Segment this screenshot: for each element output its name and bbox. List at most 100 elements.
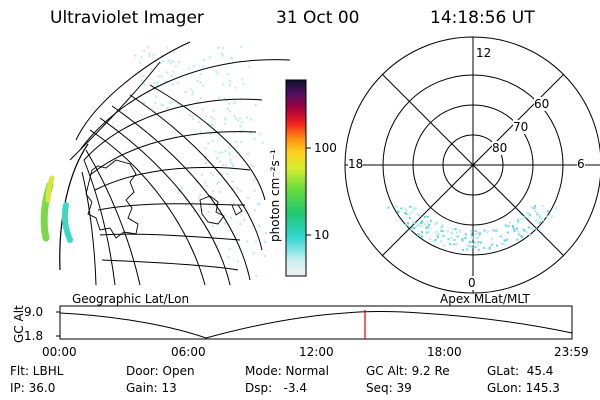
noise-speck xyxy=(218,152,221,155)
polar-speck xyxy=(426,216,429,218)
polar-speck xyxy=(446,230,449,233)
noise-speck xyxy=(167,59,170,62)
noise-speck xyxy=(224,118,227,121)
polar-speck xyxy=(539,215,542,218)
noise-speck xyxy=(227,229,230,232)
polar-speck xyxy=(474,232,477,235)
polar-speck xyxy=(407,224,409,227)
noise-speck xyxy=(246,240,249,243)
polar-speck xyxy=(425,227,428,229)
polar-speck xyxy=(495,230,498,232)
noise-speck xyxy=(160,75,163,78)
polar-speck xyxy=(476,237,479,239)
polar-speck xyxy=(408,213,411,216)
noise-speck xyxy=(198,121,201,123)
info-glon: GLon: 145.3 xyxy=(487,381,560,395)
polar-speck xyxy=(450,237,453,240)
polar-speck xyxy=(547,210,549,213)
noise-speck xyxy=(157,75,160,78)
noise-speck xyxy=(148,54,151,57)
noise-speck xyxy=(172,70,175,73)
polar-speck xyxy=(465,233,467,236)
info-ip: IP: 36.0 xyxy=(10,381,56,395)
noise-speck xyxy=(255,240,258,243)
noise-speck xyxy=(191,90,194,93)
noise-speck xyxy=(226,73,229,76)
noise-speck xyxy=(264,255,267,257)
polar-speck xyxy=(435,237,438,240)
polar-speck xyxy=(459,231,462,234)
noise-speck xyxy=(245,116,248,119)
polar-speck xyxy=(437,235,439,238)
noise-speck xyxy=(261,141,264,144)
noise-speck xyxy=(205,185,208,188)
polar-speck xyxy=(443,244,446,247)
noise-speck xyxy=(179,188,182,191)
noise-speck xyxy=(162,104,165,107)
noise-speck xyxy=(166,71,169,74)
noise-speck xyxy=(254,104,257,106)
noise-speck xyxy=(252,252,255,255)
noise-speck xyxy=(253,137,256,140)
noise-speck xyxy=(212,124,215,127)
noise-speck xyxy=(222,47,225,49)
polar-speck xyxy=(441,224,444,227)
polar-speck xyxy=(469,241,472,244)
polar-speck xyxy=(442,234,445,237)
info-dsp: Dsp: -3.4 xyxy=(245,381,308,395)
polar-speck xyxy=(511,224,514,227)
polar-speck xyxy=(470,245,473,248)
noise-speck xyxy=(205,114,208,117)
noise-speck xyxy=(172,60,175,63)
polar-speck xyxy=(520,236,523,239)
noise-speck xyxy=(216,182,219,185)
polar-speck xyxy=(419,214,422,217)
noise-speck xyxy=(170,100,173,103)
polar-speck xyxy=(517,220,520,223)
noise-speck xyxy=(203,157,206,160)
polar-speck xyxy=(503,239,506,242)
polar-speck xyxy=(495,228,498,231)
polar-speck xyxy=(536,221,539,224)
noise-speck xyxy=(142,83,145,86)
polar-speck xyxy=(413,207,416,210)
noise-speck xyxy=(249,118,252,121)
polar-speck xyxy=(474,230,477,232)
polar-speck xyxy=(456,235,459,238)
noise-speck xyxy=(160,103,163,106)
polar-speck xyxy=(523,229,526,232)
noise-speck xyxy=(239,223,242,226)
polar-speck xyxy=(435,231,438,234)
polar-speck xyxy=(488,246,491,249)
polar-speck xyxy=(549,213,552,216)
polar-speck xyxy=(430,219,433,222)
polar-speck xyxy=(468,245,471,248)
polar-speck xyxy=(528,213,531,216)
noise-speck xyxy=(236,187,239,190)
polar-speck xyxy=(477,241,480,244)
noise-speck xyxy=(209,171,212,174)
altitude-ytick-1-8: 1.8 xyxy=(24,329,44,343)
polar-speck xyxy=(462,248,465,251)
polar-speck xyxy=(512,226,515,229)
noise-speck xyxy=(211,222,214,225)
noise-speck xyxy=(243,219,246,221)
noise-speck xyxy=(148,52,151,55)
noise-speck xyxy=(215,130,218,133)
noise-speck xyxy=(230,216,232,219)
polar-speck xyxy=(536,212,538,215)
noise-speck xyxy=(191,115,194,118)
polar-speck xyxy=(483,246,486,249)
noise-speck xyxy=(239,130,242,133)
polar-speck xyxy=(554,206,557,209)
polar-speck xyxy=(425,231,428,234)
polar-speck xyxy=(427,227,430,229)
noise-speck xyxy=(185,105,188,108)
noise-speck xyxy=(185,203,187,206)
noise-speck xyxy=(199,81,202,84)
noise-speck xyxy=(217,46,220,49)
noise-speck xyxy=(166,106,169,109)
noise-speck xyxy=(173,51,176,54)
polar-speck xyxy=(522,228,525,231)
noise-speck xyxy=(202,59,205,61)
